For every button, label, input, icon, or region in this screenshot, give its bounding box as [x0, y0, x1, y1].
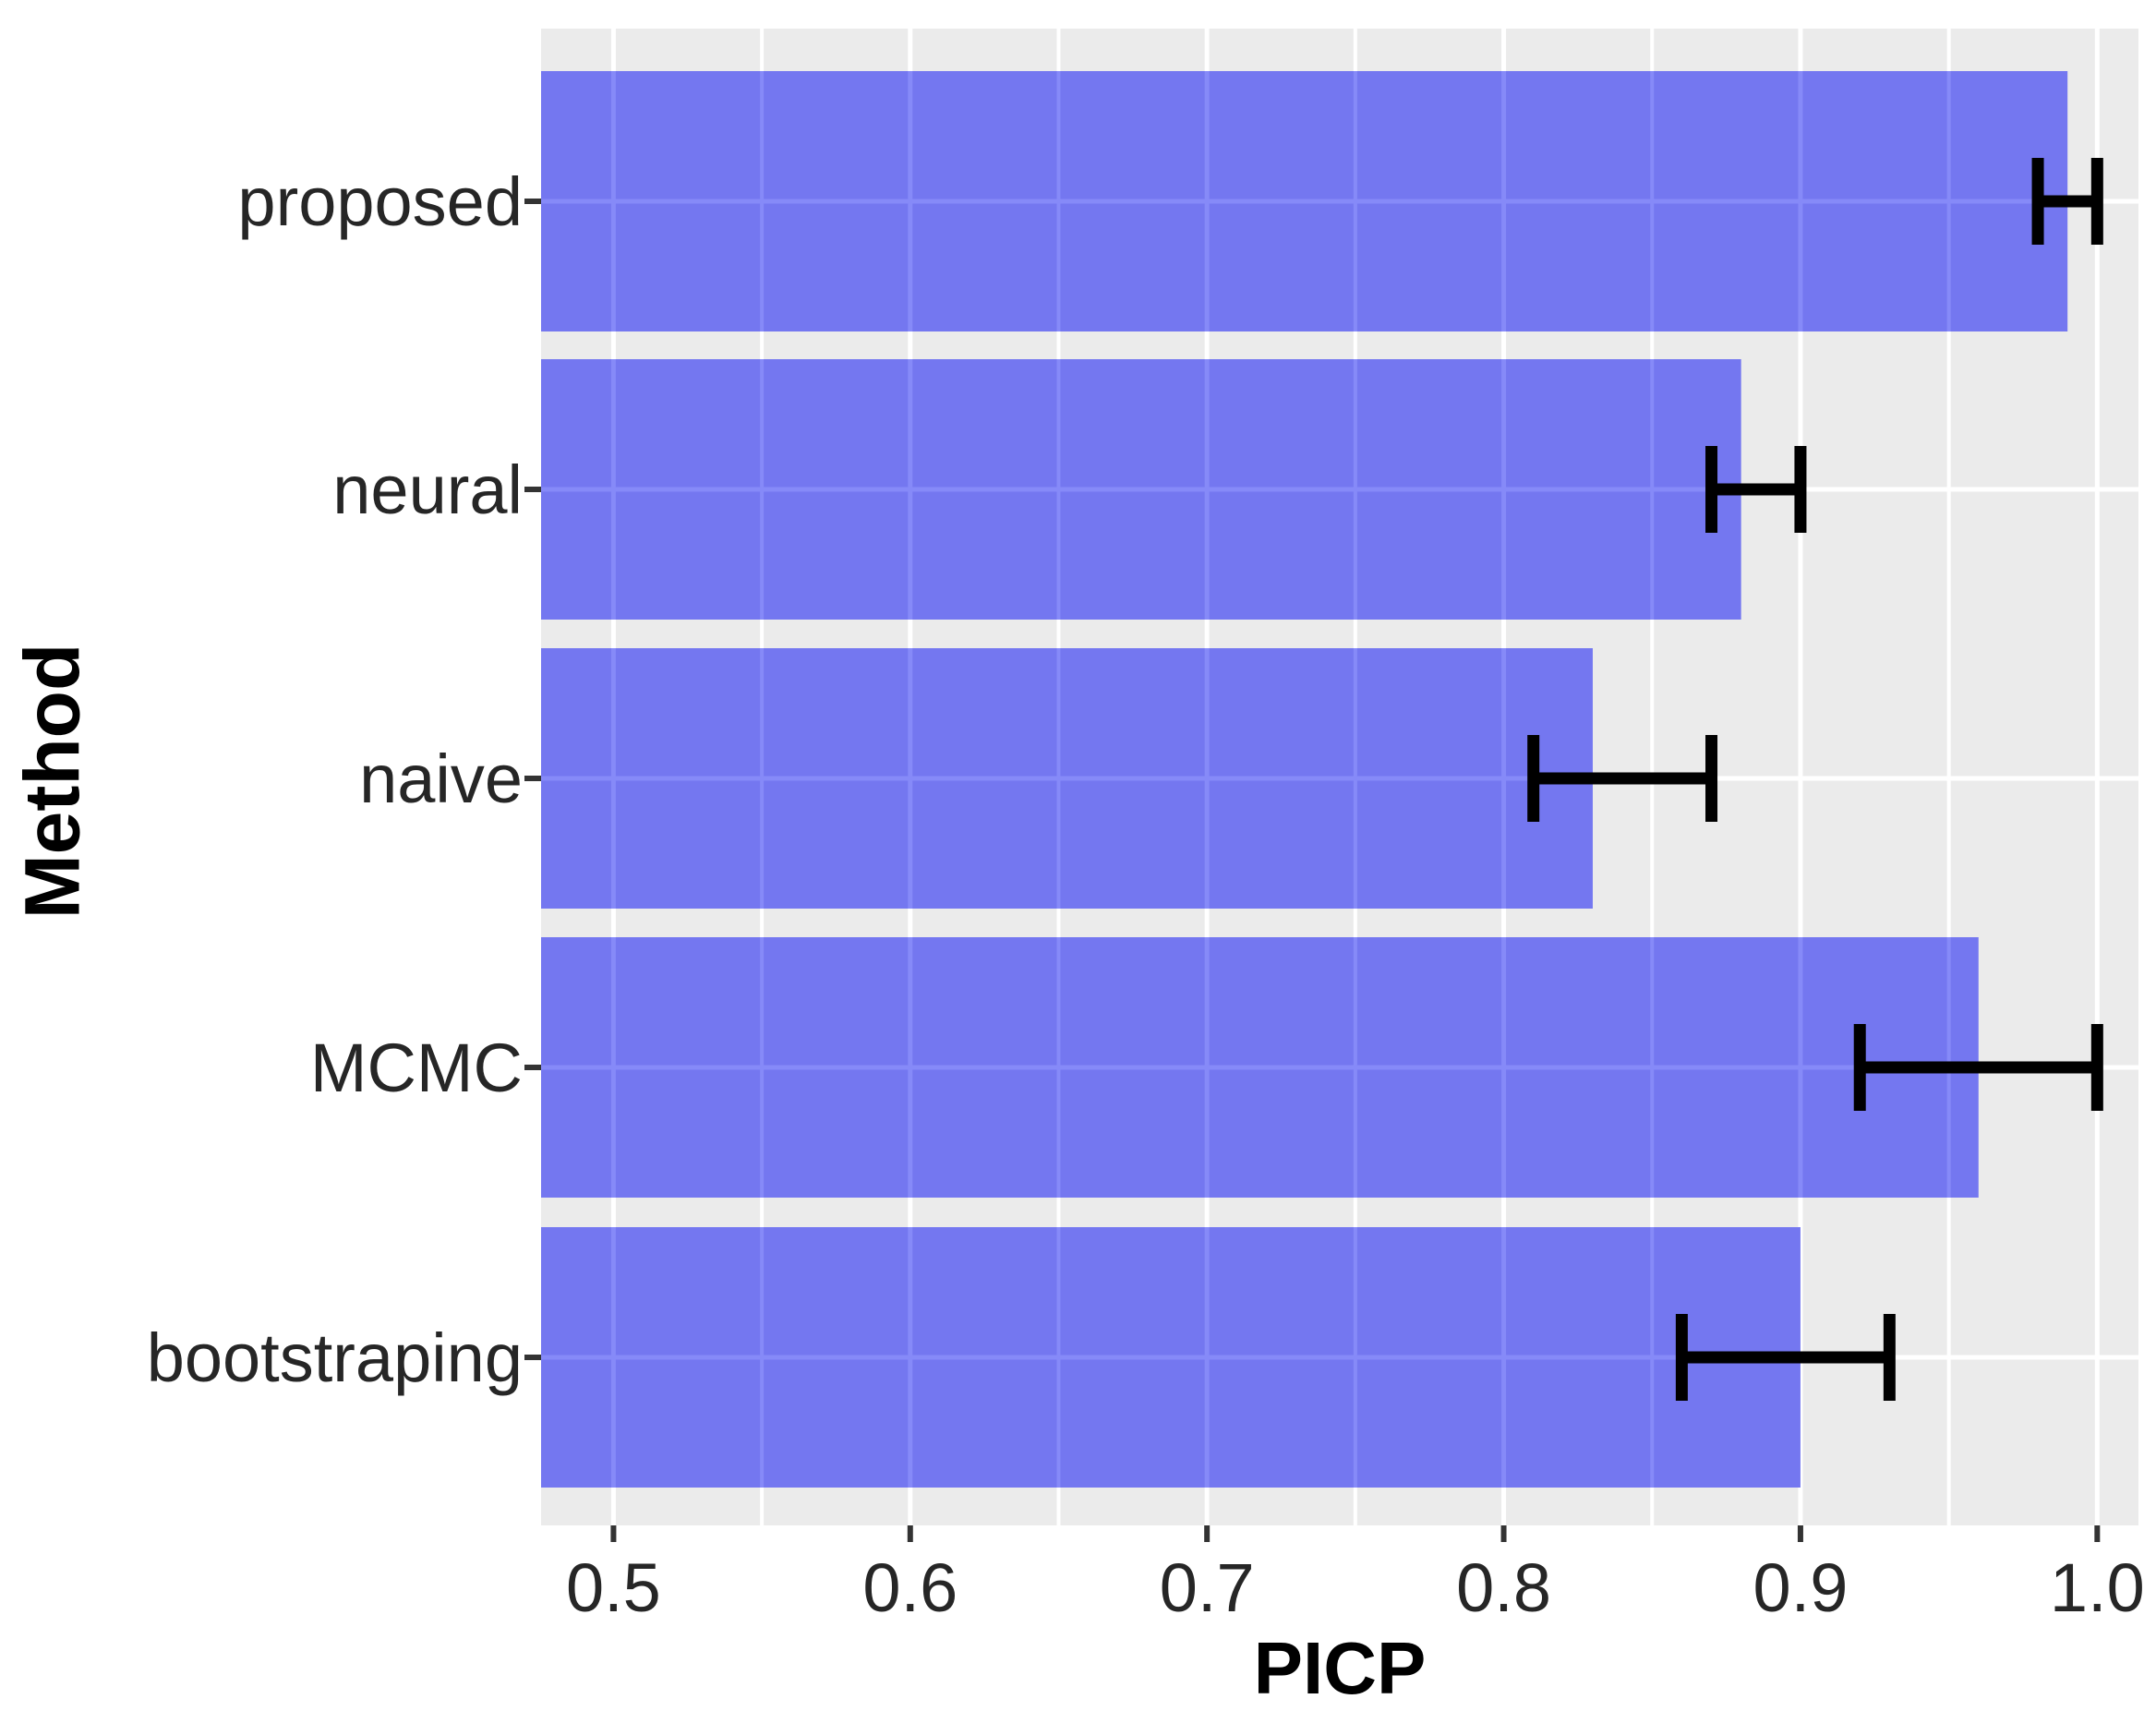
y-tick-label-proposed: proposed [237, 163, 523, 240]
x-tick-label: 0.8 [1456, 1549, 1551, 1626]
y-tick-label-naive: naive [359, 741, 523, 817]
x-axis-title: PICP [1253, 1627, 1427, 1709]
x-tick-label: 0.7 [1160, 1549, 1255, 1626]
x-tick-label: 1.0 [2050, 1549, 2145, 1626]
x-tick-label: 0.9 [1753, 1549, 1849, 1626]
y-axis-title: Method [8, 643, 96, 920]
y-tick-label-bootstraping: bootstraping [147, 1319, 523, 1396]
x-tick-label: 0.6 [862, 1549, 958, 1626]
y-tick-label-MCMC: MCMC [310, 1030, 523, 1106]
x-tick-label: 0.5 [566, 1549, 661, 1626]
y-tick-label-neural: neural [332, 452, 523, 528]
